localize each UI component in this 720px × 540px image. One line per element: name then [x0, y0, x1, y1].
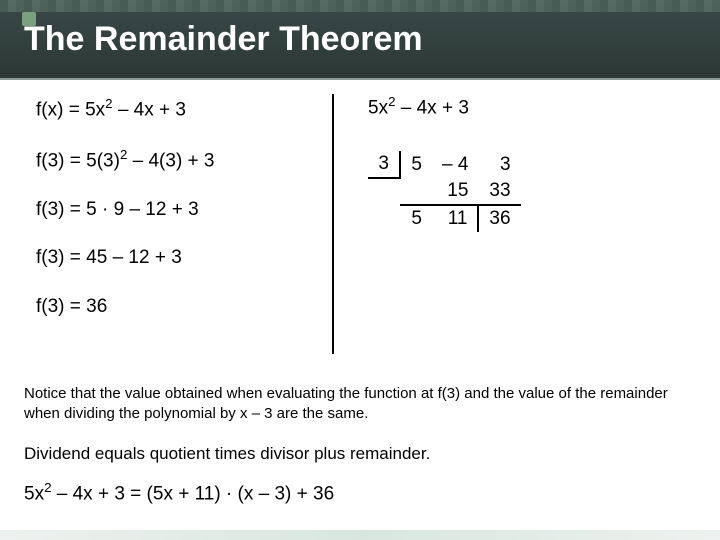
synth-divisor: 3	[368, 151, 400, 178]
right-column: 5x2 – 4x + 3 3 5 – 4 3 15 33 5	[368, 94, 678, 238]
header-top-decoration	[0, 0, 720, 12]
vertical-divider	[332, 94, 334, 354]
synth-r1-c3: 3	[478, 151, 520, 178]
eq1-part-a: f(x) = 5x	[36, 99, 105, 120]
eq2-part-c: – 4(3) + 3	[127, 150, 214, 171]
left-column: f(x) = 5x2 – 4x + 3 f(3) = 5(3)2 – 4(3) …	[36, 94, 316, 341]
eq-line-5: f(3) = 36	[36, 293, 316, 322]
synthetic-table: 3 5 – 4 3 15 33 5 11 36	[368, 151, 521, 232]
synthetic-division: 3 5 – 4 3 15 33 5 11 36	[368, 151, 521, 232]
eq-line-4: f(3) = 45 – 12 + 3	[36, 244, 316, 273]
synth-row-1: 3 5 – 4 3	[368, 151, 521, 178]
synth-r1-c2: – 4	[432, 151, 478, 178]
eq1-part-c: – 4x + 3	[113, 99, 186, 120]
polynomial-expression: 5x2 – 4x + 3	[368, 94, 678, 119]
dividend-statement: Dividend equals quotient times divisor p…	[24, 443, 696, 466]
feq-part-a: 5x	[24, 484, 44, 505]
poly-part-a: 5x	[368, 97, 388, 118]
slide-header: The Remainder Theorem	[0, 0, 720, 80]
eq-line-3: f(3) = 5 · 9 – 12 + 3	[36, 196, 316, 225]
synth-r3-c3: 36	[478, 205, 520, 232]
slide-title: The Remainder Theorem	[24, 20, 423, 59]
synth-r2-c2: 15	[432, 178, 478, 205]
synth-r3-c1: 5	[400, 205, 432, 232]
eq-line-2: f(3) = 5(3)2 – 4(3) + 3	[36, 145, 316, 176]
synth-r2-c3: 33	[478, 178, 520, 205]
eq1-exp: 2	[105, 96, 112, 111]
final-equation: 5x2 – 4x + 3 = (5x + 11) · (x – 3) + 36	[24, 479, 696, 507]
eq-line-1: f(x) = 5x2 – 4x + 3	[36, 94, 316, 125]
body-text-block: Notice that the value obtained when eval…	[24, 384, 696, 507]
footer-decoration	[0, 530, 720, 540]
synth-row-3: 5 11 36	[368, 205, 521, 232]
synth-r2-c1	[400, 178, 432, 205]
feq-part-c: – 4x + 3 = (5x + 11) · (x – 3) + 36	[51, 484, 334, 505]
synth-row-2: 15 33	[368, 178, 521, 205]
synth-r3-c2: 11	[432, 205, 478, 232]
synth-r1-c1: 5	[400, 151, 432, 178]
poly-part-c: – 4x + 3	[395, 97, 468, 118]
notice-paragraph: Notice that the value obtained when eval…	[24, 384, 696, 425]
eq2-part-a: f(3) = 5(3)	[36, 150, 120, 171]
